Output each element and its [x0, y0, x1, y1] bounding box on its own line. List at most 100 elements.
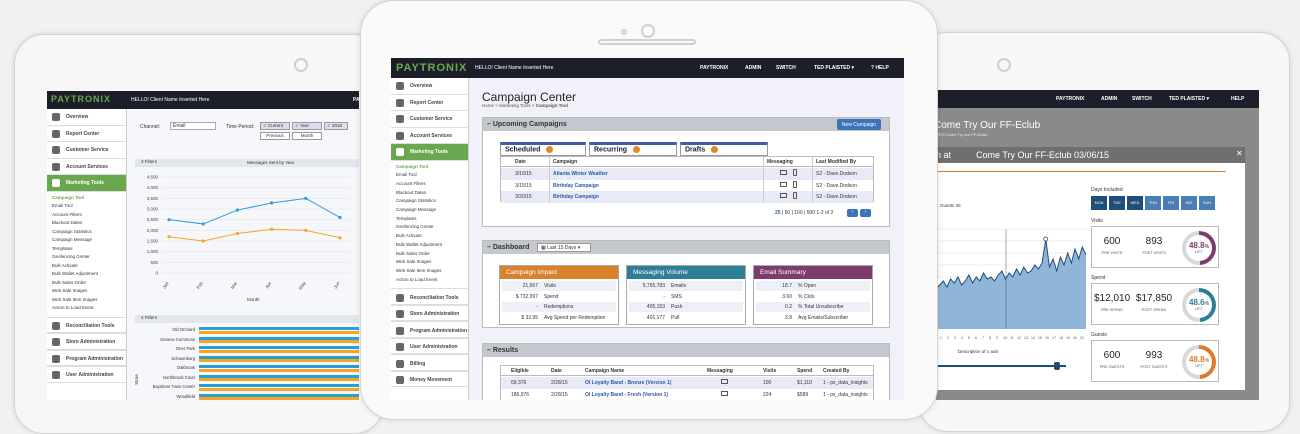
submenu-geofencing-center[interactable]: Geofencing Center	[396, 224, 434, 230]
submenu-campaign-message[interactable]: Campaign Message	[396, 207, 437, 212]
sidebar-item-money-movement[interactable]: Money Movement	[391, 370, 468, 388]
submenu-action-to-load-event[interactable]: Action to Load Event	[52, 305, 94, 310]
submenu-bulk-activate[interactable]: Bulk Activate	[396, 233, 422, 239]
submenu-account-filters[interactable]: Account Filters	[396, 180, 426, 186]
right-slider-handle[interactable]	[1054, 362, 1060, 370]
left-filters-bar[interactable]: 3 Filters	[135, 159, 359, 167]
collapse-icon[interactable]: –	[487, 121, 493, 128]
sidebar-item-report-center[interactable]: Report Center	[47, 126, 126, 142]
table-row[interactable]	[501, 179, 873, 191]
sidebar-item-store-administration[interactable]: Store Administration	[47, 333, 126, 350]
day-toggle-mon[interactable]: MON	[1091, 196, 1107, 210]
center-nav-help[interactable]: ? HELP	[871, 65, 889, 71]
breadcrumb-path[interactable]: Home > Marketing Tools >	[482, 103, 536, 108]
pager-options[interactable]: | 50 | 100 | 500 1-2 of 2	[780, 210, 834, 216]
sidebar-item-program-administration[interactable]: Program Administration	[47, 349, 126, 366]
prev-page-icon[interactable]: ‹	[847, 209, 858, 217]
tab-scheduled[interactable]: Scheduled	[500, 142, 586, 156]
row-campaign-link[interactable]: Birthday Campaign	[553, 182, 599, 189]
center-nav-paytronix[interactable]: PAYTRONIX	[700, 65, 729, 71]
pager-selected[interactable]: 25	[775, 210, 781, 216]
right-nav-paytronix[interactable]: PAYTRONIX	[1056, 96, 1085, 102]
tab-recurring[interactable]: Recurring	[589, 142, 677, 156]
submenu-templates[interactable]: Templates	[396, 215, 417, 221]
submenu-bulk-sales-order[interactable]: Bulk Sales Order	[52, 279, 87, 285]
collapse-icon[interactable]: –	[487, 244, 493, 251]
submenu-bulk-wallet-adjustment[interactable]: Bulk Wallet Adjustment	[396, 241, 442, 247]
sidebar-item-store-administration[interactable]: Store Administration	[391, 304, 468, 322]
submenu-web-sale-images[interactable]: Web Sale Images	[52, 288, 88, 293]
sidebar-item-marketing-tools[interactable]: Marketing Tools	[47, 175, 126, 192]
submenu-blackout-dates[interactable]: Blackout Dates	[52, 220, 83, 225]
left-nav-paytronix[interactable]: PAYTRONIX	[353, 97, 359, 103]
left-filters-bar-2[interactable]: 4 Filters	[135, 315, 359, 323]
row-campaign-link[interactable]: Birthday Campaign	[553, 194, 599, 200]
day-toggle-tue[interactable]: TUE	[1109, 196, 1125, 210]
results-header[interactable]: – Results	[483, 344, 889, 357]
right-nav-switch[interactable]: SWITCH	[1132, 96, 1152, 102]
row-campaign-link[interactable]: OI Loyalty Band - Fresh (Version 1)	[585, 391, 669, 398]
center-nav-admin[interactable]: ADMIN	[745, 65, 762, 71]
left-channel-select[interactable]: Email	[170, 122, 216, 130]
submenu-account-filters[interactable]: Account Filters	[52, 211, 82, 217]
sidebar-item-marketing-tools[interactable]: Marketing Tools	[391, 144, 468, 161]
submenu-geofencing-center[interactable]: Geofencing Center	[52, 254, 90, 259]
day-toggle-sat[interactable]: SAT	[1181, 196, 1197, 210]
submenu-templates[interactable]: Templates	[52, 245, 73, 251]
submenu-email-tool[interactable]: Email Tool	[52, 203, 73, 208]
sidebar-item-overview[interactable]: Overview	[47, 109, 126, 126]
submenu-bulk-wallet-adjustment[interactable]: Bulk Wallet Adjustment	[52, 271, 98, 276]
left-period-opt-current[interactable]: ✓ Current	[260, 122, 290, 130]
tab-drafts[interactable]: Drafts	[680, 142, 768, 156]
right-nav-help[interactable]: HELP	[1231, 96, 1245, 102]
submenu-blackout-dates[interactable]: Blackout Dates	[396, 189, 427, 195]
next-page-icon[interactable]: ›	[860, 209, 871, 217]
close-icon[interactable]: ✕	[1236, 149, 1243, 158]
sidebar-item-user-administration[interactable]: User Administration	[47, 366, 126, 383]
submenu-bulk-activate[interactable]: Bulk Activate	[52, 262, 78, 268]
submenu-campaign-message[interactable]: Campaign Message	[52, 237, 93, 242]
submenu-email-tool[interactable]: Email Tool	[396, 172, 417, 178]
upcoming-header[interactable]: – Upcoming Campaigns	[483, 118, 889, 131]
day-toggle-fri[interactable]: FRI	[1163, 196, 1179, 210]
table-row[interactable]	[501, 191, 873, 203]
sidebar-item-report-center[interactable]: Report Center	[391, 95, 468, 111]
sidebar-item-reconciliation-tools[interactable]: Reconciliation Tools	[47, 316, 126, 333]
left-period-opt-2016[interactable]: ✓ 2016	[324, 122, 348, 130]
sidebar-item-account-services[interactable]: Account Services	[47, 159, 126, 175]
sidebar-item-reconciliation-tools[interactable]: Reconciliation Tools	[391, 288, 468, 305]
new-campaign-button[interactable]: New Campaign	[837, 119, 881, 130]
sidebar-item-user-administration[interactable]: User Administration	[391, 337, 468, 355]
submenu-action-to-load-event[interactable]: Action to Load Event	[396, 276, 438, 282]
sidebar-item-program-administration[interactable]: Program Administration	[391, 321, 468, 338]
submenu-web-sale-item-images[interactable]: Web Sale Item Images	[396, 267, 442, 273]
right-nav-user[interactable]: TED PLAISTED ▾	[1169, 96, 1210, 102]
submenu-campaign-tool[interactable]: Campaign Tool	[396, 163, 429, 169]
sidebar-item-customer-service[interactable]: Customer Service	[391, 111, 468, 128]
table-row[interactable]	[501, 377, 873, 389]
table-row[interactable]	[501, 388, 873, 400]
submenu-bulk-sales-order[interactable]: Bulk Sales Order	[396, 250, 431, 256]
submenu-campaign-statistics[interactable]: Campaign Statistics	[52, 228, 92, 234]
sidebar-item-account-services[interactable]: Account Services	[391, 128, 468, 144]
sidebar-item-overview[interactable]: Overview	[391, 78, 468, 95]
day-toggle-sun[interactable]: SUN	[1199, 196, 1215, 210]
submenu-web-sale-images[interactable]: Web Sale Images	[396, 259, 432, 265]
center-nav-switch[interactable]: SWITCH	[776, 65, 796, 71]
table-row[interactable]	[501, 168, 873, 180]
submenu-web-sale-item-images[interactable]: Web Sale Item Images	[52, 296, 98, 302]
center-nav-user[interactable]: TED PLAISTED ▾	[814, 65, 855, 71]
left-month-button[interactable]: Month	[292, 132, 322, 140]
right-slider-track[interactable]	[936, 365, 1066, 367]
row-campaign-link[interactable]: Atlanta Winter Weather	[553, 171, 608, 177]
day-toggle-thu[interactable]: THU	[1145, 196, 1161, 210]
left-period-opt-year[interactable]: ✓ Year	[292, 122, 322, 130]
pager[interactable]: 25 | 50 | 100 | 500 1-2 of 2	[775, 210, 833, 216]
row-campaign-link[interactable]: OI Loyalty Band - Bronze (Version 1)	[585, 380, 672, 386]
sidebar-item-customer-service[interactable]: Customer Service	[47, 142, 126, 159]
submenu-campaign-tool[interactable]: Campaign Tool	[52, 194, 85, 200]
collapse-icon[interactable]: –	[487, 347, 493, 354]
range-select[interactable]: ▦ Last 15 Days ▾	[537, 243, 591, 252]
sidebar-item-billing[interactable]: Billing	[391, 354, 468, 371]
right-nav-admin[interactable]: ADMIN	[1101, 96, 1118, 102]
